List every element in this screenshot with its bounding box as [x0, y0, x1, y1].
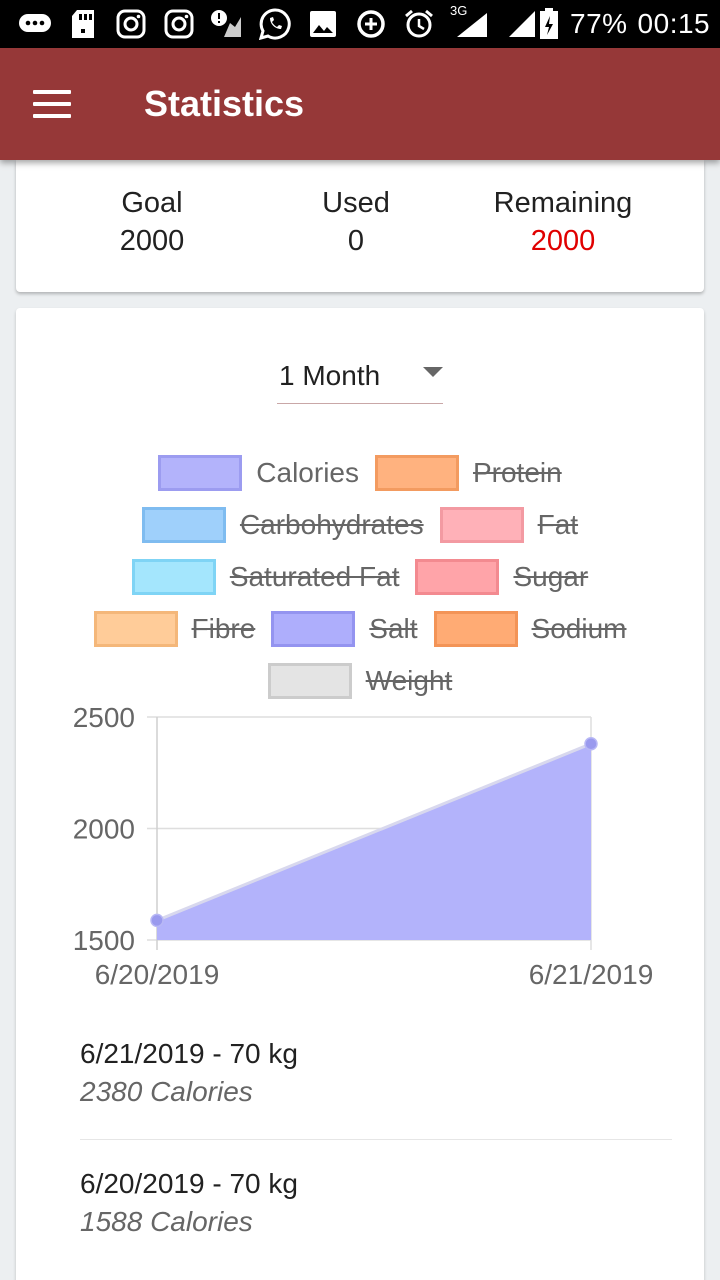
period-dropdown[interactable]: 1 Month: [277, 348, 443, 404]
legend-label: Carbohydrates: [239, 509, 424, 540]
alarm-icon: [402, 7, 436, 41]
entry-calories: 1588 Calories: [80, 1206, 253, 1237]
legend-swatch: [433, 611, 518, 647]
alert-game-icon: [210, 7, 244, 41]
series-area-calories: [157, 743, 591, 940]
legend-swatch: [415, 559, 500, 595]
legend-item-sugar[interactable]: Sugar: [415, 559, 588, 595]
y-tick-label: 2500: [73, 702, 135, 733]
remaining-label: Remaining: [493, 187, 633, 219]
legend-item-weight[interactable]: Weight: [267, 663, 453, 699]
legend-label: Sugar: [513, 561, 589, 592]
x-tick-label: 6/21/2019: [529, 959, 654, 990]
y-tick-label: 1500: [73, 925, 135, 956]
list-item[interactable]: 6/21/2019 - 70 kg 2380 Calories: [80, 1038, 298, 1108]
legend-swatch: [158, 455, 243, 491]
chart-card: 1 Month Calories Protein Carbohydrates Fat S…: [16, 308, 704, 1280]
legend-item-fibre[interactable]: Fibre: [93, 611, 256, 647]
data-saver-icon: [354, 7, 388, 41]
y-tick-label: 2000: [73, 814, 135, 845]
legend-row: Carbohydrates Fat: [16, 505, 704, 545]
x-tick-label: 6/20/2019: [95, 959, 220, 990]
summary-card: Goal 2000 Used 0 Remaining 2000: [16, 160, 704, 292]
goal-label: Goal: [121, 187, 183, 219]
legend-label: Weight: [365, 665, 453, 696]
calories-chart: 1500 2000 2500 6/20/2019 6/21/2019: [73, 702, 654, 990]
hamburger-menu-icon[interactable]: [22, 74, 82, 134]
legend-item-salt[interactable]: Salt: [271, 611, 418, 647]
goal-summary: Goal 2000: [32, 184, 272, 260]
signal-icon: [504, 7, 538, 41]
legend-label: Saturated Fat: [229, 561, 400, 592]
legend-item-calories[interactable]: Calories: [158, 455, 359, 491]
notification-icons: 3G: [18, 3, 538, 41]
instagram-icon-2: [162, 7, 196, 41]
entry-calories: 2380 Calories: [80, 1076, 253, 1107]
data-point: [150, 913, 164, 928]
legend-label: Fibre: [191, 613, 256, 644]
legend-swatch: [141, 507, 226, 543]
instagram-icon: [114, 7, 148, 41]
legend-swatch: [267, 663, 352, 699]
legend-label: Calories: [256, 457, 359, 488]
battery-percent: 77%: [570, 8, 628, 39]
image-icon: [306, 7, 340, 41]
remaining-summary: Remaining 2000: [443, 184, 683, 260]
legend-swatch: [374, 455, 459, 491]
series-line-calories: [156, 742, 592, 922]
message-icon: [18, 7, 52, 41]
page-title: Statistics: [144, 83, 305, 124]
legend-item-carbohydrates[interactable]: Carbohydrates: [141, 507, 424, 543]
used-label: Used: [322, 187, 390, 219]
used-value: 0: [347, 225, 365, 257]
period-selected-value: 1 Month: [279, 359, 381, 391]
legend-item-fat[interactable]: Fat: [439, 507, 579, 543]
status-bar: 3G 77% 00:15: [0, 0, 720, 48]
legend-row: Weight: [16, 661, 704, 701]
legend-swatch: [271, 611, 356, 647]
legend-label: Sodium: [531, 613, 627, 644]
legend-item-protein[interactable]: Protein: [374, 455, 562, 491]
goal-value: 2000: [119, 225, 185, 257]
legend-swatch: [93, 611, 178, 647]
legend-item-saturated-fat[interactable]: Saturated Fat: [131, 559, 400, 595]
legend-swatch: [439, 507, 524, 543]
legend-row: Fibre Salt Sodium: [16, 609, 704, 649]
whatsapp-icon: [258, 7, 292, 41]
legend-item-sodium[interactable]: Sodium: [433, 611, 627, 647]
clock: 00:15: [637, 8, 711, 39]
entry-title: 6/20/2019 - 70 kg: [80, 1168, 298, 1199]
legend-label: Salt: [369, 613, 418, 644]
legend-label: Fat: [537, 509, 579, 540]
legend-label: Protein: [472, 457, 562, 488]
entry-title: 6/21/2019 - 70 kg: [80, 1038, 298, 1069]
signal-3g-icon: 3G: [450, 3, 490, 41]
legend-row: Saturated Fat Sugar: [16, 557, 704, 597]
battery-icon: [538, 7, 560, 41]
chevron-down-icon: [423, 367, 443, 377]
used-summary: Used 0: [236, 184, 476, 260]
list-item[interactable]: 6/20/2019 - 70 kg 1588 Calories: [80, 1168, 298, 1238]
sd-card-icon: [66, 7, 100, 41]
divider: [80, 1139, 672, 1140]
legend-swatch: [131, 559, 216, 595]
app-bar: Statistics: [0, 48, 720, 160]
remaining-value: 2000: [530, 225, 596, 257]
data-point: [584, 737, 598, 751]
legend-row: Calories Protein: [16, 453, 704, 493]
